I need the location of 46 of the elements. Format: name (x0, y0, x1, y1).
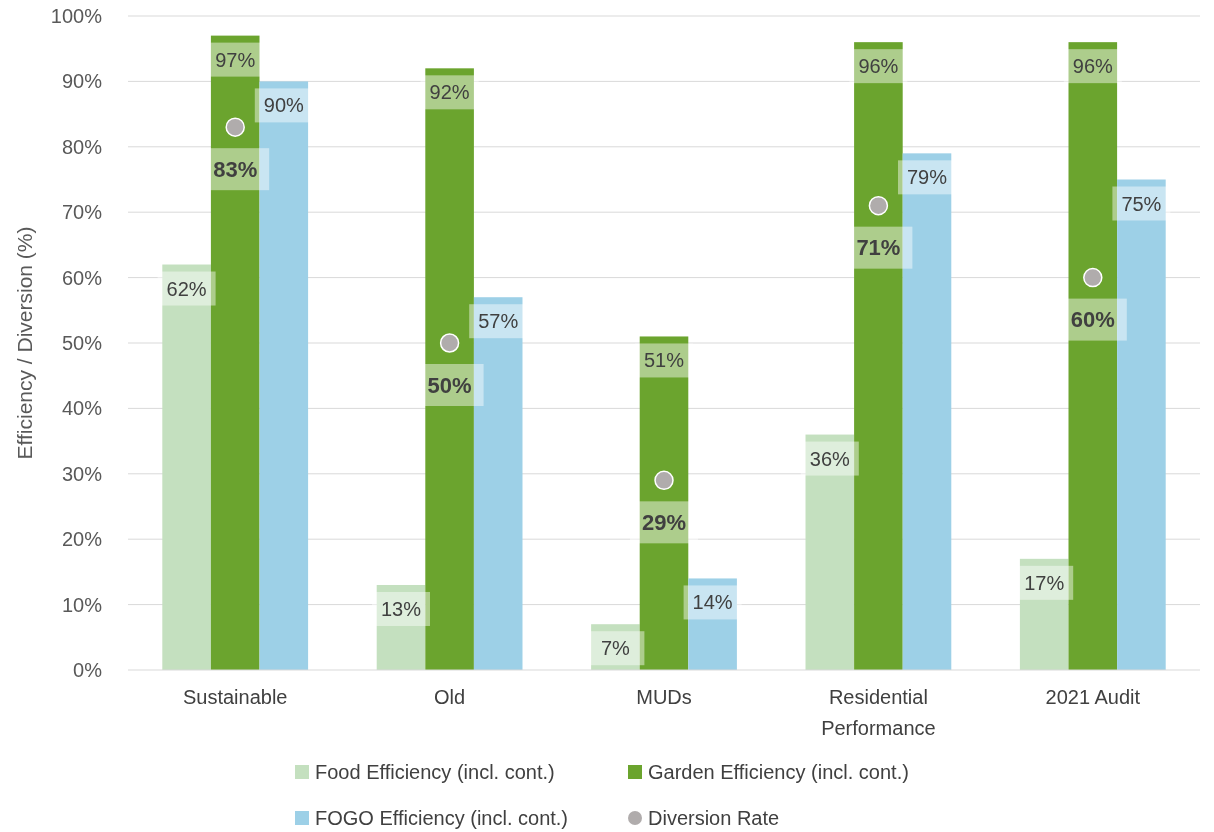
y-axis-title: Efficiency / Diversion (%) (12, 226, 36, 460)
x-tick-label: MUDs (636, 686, 692, 708)
x-tick-label: Residential Performance (821, 686, 936, 739)
legend-label: FOGO Efficiency (incl. cont.) (315, 807, 569, 829)
x-tick-label: Old (434, 686, 466, 708)
y-tick-label: 50% (61, 332, 103, 354)
data-label: 75% (1121, 192, 1162, 215)
legend-label: Food Efficiency (incl. cont.) (315, 761, 555, 783)
y-tick-label: 20% (61, 528, 103, 551)
point (439, 333, 460, 353)
y-tick-label: 60% (61, 266, 103, 289)
data-label: 83% (213, 156, 258, 182)
y-tick-label: 30% (61, 462, 103, 485)
data-label: 79% (906, 166, 948, 189)
y-tick-label: 80% (61, 135, 103, 158)
data-label: 51% (643, 349, 685, 372)
data-label: 13% (380, 597, 422, 620)
point (868, 195, 889, 216)
point (654, 470, 674, 491)
data-label: 71% (856, 235, 901, 261)
x-tick-label: 2021 Audit (1045, 686, 1141, 708)
data-label: 96% (858, 55, 899, 78)
data-label: 60% (1070, 307, 1115, 333)
point (225, 117, 245, 137)
y-tick-label: 90% (61, 70, 103, 93)
data-label: 62% (166, 277, 207, 300)
data-label: 17% (1024, 571, 1065, 594)
data-label: 97% (215, 48, 256, 71)
data-label: 14% (692, 591, 733, 614)
y-tick-label: 10% (61, 593, 103, 616)
legend-label: Garden Efficiency (incl. cont.) (648, 761, 909, 783)
data-label: 92% (429, 81, 470, 104)
data-label: 90% (263, 94, 305, 117)
x-tick-label: Sustainable (182, 686, 288, 708)
y-tick-label: 0% (73, 659, 103, 681)
data-label: 96% (1072, 55, 1114, 78)
y-tick-label: 70% (61, 201, 103, 224)
data-label: 50% (427, 372, 472, 398)
data-label: 7% (600, 637, 631, 660)
y-tick-label: 100% (50, 5, 103, 27)
data-label: 36% (809, 447, 851, 470)
legend-label: Diversion Rate (648, 807, 780, 829)
y-tick-label: 40% (61, 397, 103, 420)
point (1083, 267, 1103, 288)
data-label: 29% (641, 509, 687, 535)
data-label: 57% (478, 310, 519, 333)
